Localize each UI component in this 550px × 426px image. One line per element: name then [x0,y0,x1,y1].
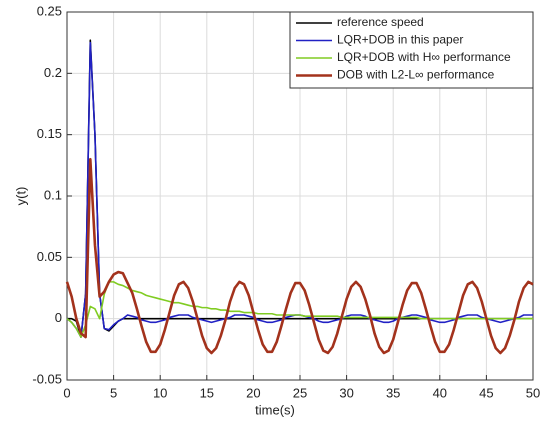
legend-label: LQR+DOB with H∞ performance [337,50,511,64]
legend-label: DOB with L2-L∞ performance [337,68,495,82]
x-tick-label: 40 [433,385,447,400]
x-tick-label: 35 [386,385,400,400]
x-tick-label: 20 [246,385,260,400]
series-line [65,157,534,355]
legend: reference speed LQR+DOB in this paper LQR+… [289,11,534,89]
x-tick-label: 15 [200,385,214,400]
x-axis-label: time(s) [255,402,295,417]
x-tick-label: 30 [339,385,353,400]
y-tick-label: 0.1 [44,187,62,202]
legend-label: LQR+DOB in this paper [337,33,463,47]
x-tick-label: 10 [153,385,167,400]
series-line [66,281,533,338]
x-tick-label: 5 [110,385,117,400]
y-tick-label: 0.15 [37,126,62,141]
y-tick-label: 0.25 [37,3,62,18]
y-tick-label: 0.05 [37,249,62,264]
legend-label: reference speed [337,15,424,29]
y-tick-label: 0.2 [44,65,62,80]
y-tick-label: 0 [55,310,62,325]
y-axis-label: y(t) [13,187,28,206]
y-tick-label: -0.05 [32,371,62,386]
x-tick-label: 50 [526,385,540,400]
x-tick-label: 0 [63,385,70,400]
x-tick-label: 25 [293,385,307,400]
x-tick-label: 45 [479,385,493,400]
